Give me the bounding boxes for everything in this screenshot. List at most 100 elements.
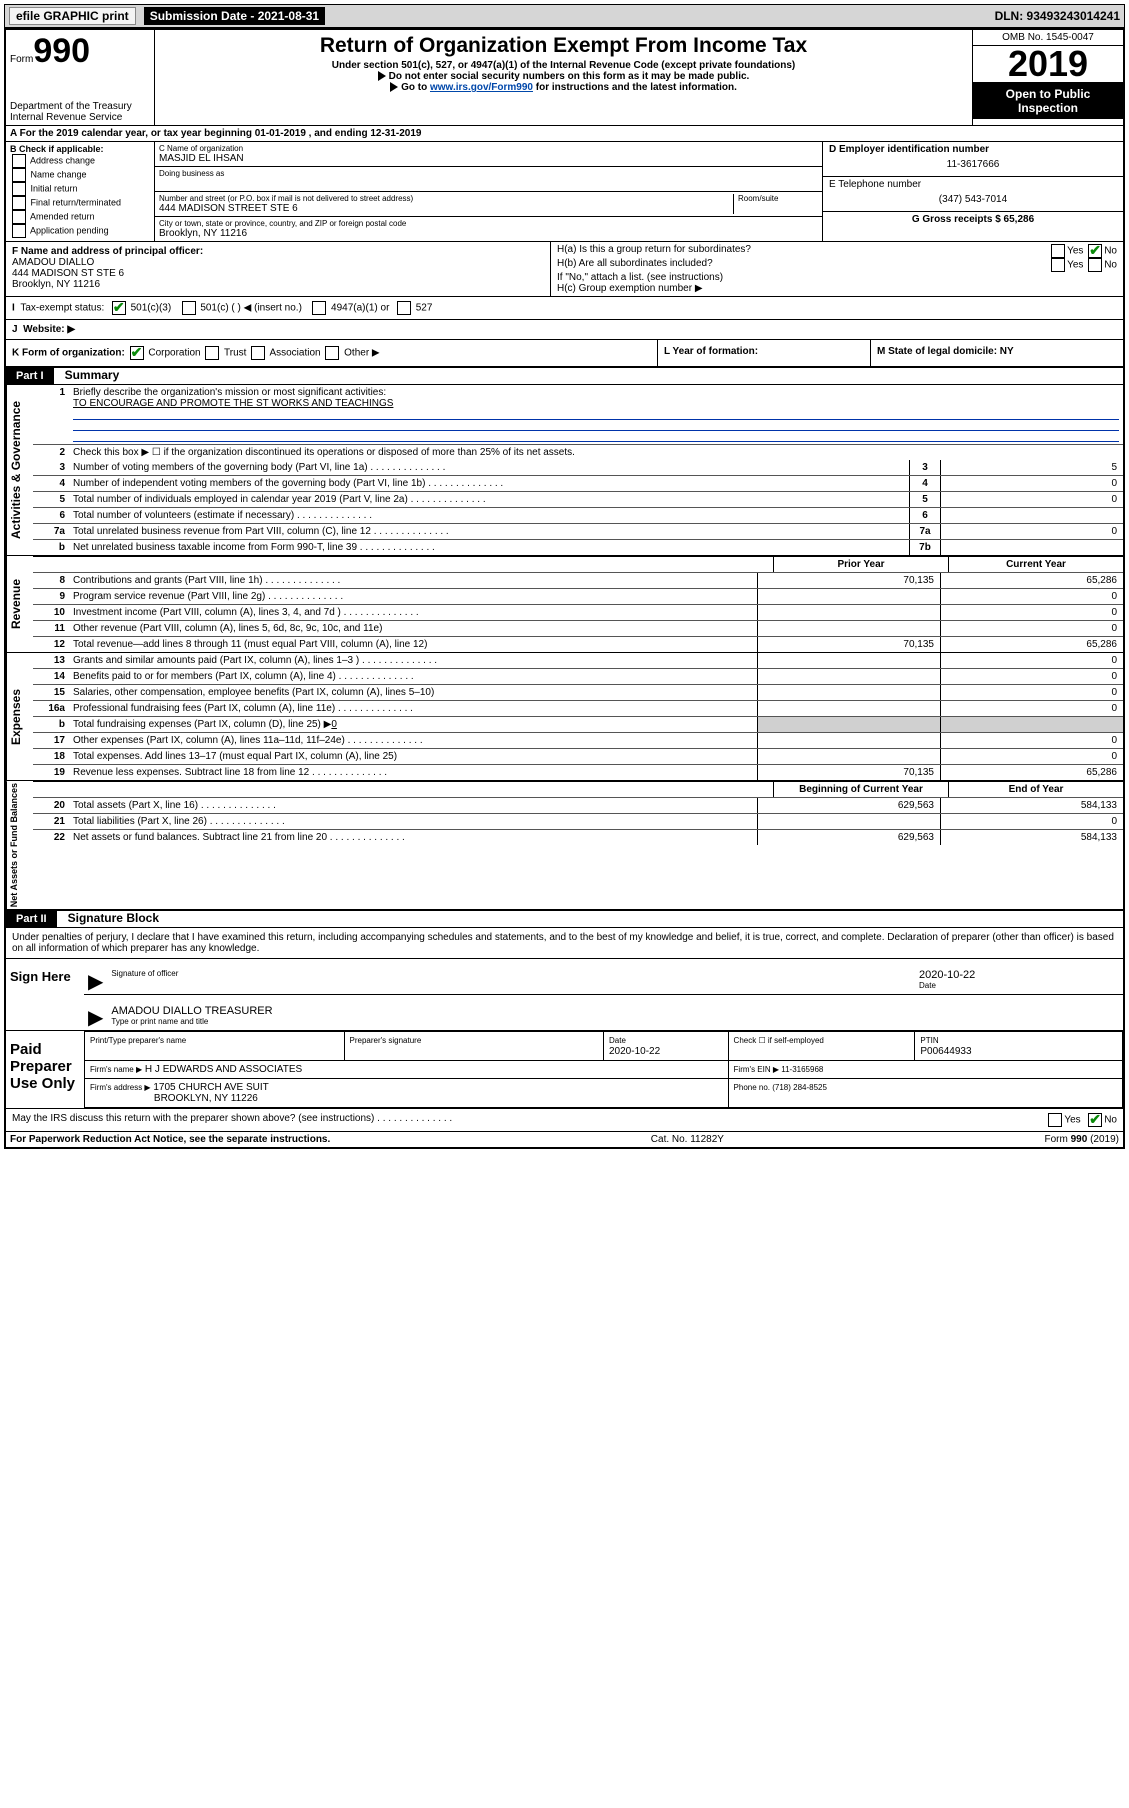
hb-label: H(b) Are all subordinates included? bbox=[557, 258, 713, 272]
preparer-table: Print/Type preparer's name Preparer's si… bbox=[84, 1031, 1123, 1108]
l22-end: 584,133 bbox=[940, 830, 1123, 845]
firm-name: H J EDWARDS AND ASSOCIATES bbox=[145, 1064, 302, 1075]
cat-no: Cat. No. 11282Y bbox=[651, 1134, 724, 1145]
l20-end: 584,133 bbox=[940, 798, 1123, 813]
chk-corp[interactable] bbox=[130, 346, 144, 360]
l20-text: Total assets (Part X, line 16) bbox=[69, 798, 757, 813]
d-label: D Employer identification number bbox=[829, 144, 1117, 155]
box-b: B Check if applicable: Address change Na… bbox=[6, 142, 155, 241]
efile-btn[interactable]: efile GRAPHIC print bbox=[9, 7, 136, 25]
j-label: Website: ▶ bbox=[23, 324, 75, 335]
chk-527[interactable] bbox=[397, 301, 411, 315]
l17-curr: 0 bbox=[940, 733, 1123, 748]
sig-officer-lbl: Signature of officer bbox=[111, 969, 919, 978]
l16b-text: Total fundraising expenses (Part IX, col… bbox=[69, 717, 757, 732]
discuss-text: May the IRS discuss this return with the… bbox=[12, 1113, 1046, 1127]
prep-date: 2020-10-22 bbox=[609, 1046, 660, 1057]
vlabel-netassets: Net Assets or Fund Balances bbox=[6, 781, 33, 909]
form-990-page: Form990 Department of the Treasury Inter… bbox=[4, 28, 1125, 1149]
i-row: I Tax-exempt status: 501(c)(3) 501(c) ( … bbox=[6, 297, 1123, 320]
l-label: L Year of formation: bbox=[664, 346, 758, 357]
l14-text: Benefits paid to or for members (Part IX… bbox=[69, 669, 757, 684]
self-emp-lbl: Check ☐ if self-employed bbox=[734, 1036, 824, 1045]
phone-value: (347) 543-7014 bbox=[829, 190, 1117, 209]
section-revenue: Revenue Prior YearCurrent Year 8Contribu… bbox=[6, 556, 1123, 653]
l13-prior bbox=[757, 653, 940, 668]
irs-link[interactable]: www.irs.gov/Form990 bbox=[430, 82, 533, 93]
chk-address[interactable]: Address change bbox=[10, 154, 150, 168]
ha-yes[interactable] bbox=[1051, 244, 1065, 258]
l15-prior bbox=[757, 685, 940, 700]
chk-name[interactable]: Name change bbox=[10, 168, 150, 182]
row-a-tax-year: A For the 2019 calendar year, or tax yea… bbox=[6, 126, 1123, 142]
l3-text: Number of voting members of the governin… bbox=[69, 460, 909, 475]
chk-amended[interactable]: Amended return bbox=[10, 210, 150, 224]
l8-curr: 65,286 bbox=[940, 573, 1123, 588]
prep-sig-lbl: Preparer's signature bbox=[350, 1036, 422, 1045]
tax-exempt-status: I Tax-exempt status: 501(c)(3) 501(c) ( … bbox=[6, 297, 1123, 319]
l1-mission: TO ENCOURAGE AND PROMOTE THE ST WORKS AN… bbox=[73, 398, 393, 409]
chk-4947[interactable] bbox=[312, 301, 326, 315]
l12-curr: 65,286 bbox=[940, 637, 1123, 652]
signature-line[interactable]: ▶ Signature of officer 2020-10-22Date bbox=[84, 959, 1123, 995]
city-cell: City or town, state or province, country… bbox=[155, 217, 823, 241]
chk-501c3[interactable] bbox=[112, 301, 126, 315]
m-state-domicile: M State of legal domicile: NY bbox=[871, 340, 1123, 366]
arrow-icon bbox=[390, 82, 398, 92]
l18-prior bbox=[757, 749, 940, 764]
ha-no[interactable] bbox=[1088, 244, 1102, 258]
dba-label: Doing business as bbox=[159, 169, 818, 178]
part1-badge: Part I bbox=[6, 368, 54, 384]
l8-prior: 70,135 bbox=[757, 573, 940, 588]
chk-final[interactable]: Final return/terminated bbox=[10, 196, 150, 210]
l16a-prior bbox=[757, 701, 940, 716]
vlabel-activities: Activities & Governance bbox=[6, 385, 33, 555]
vlabel-revenue: Revenue bbox=[6, 556, 33, 652]
website-row: J Website: ▶ bbox=[6, 320, 1123, 339]
l2-text: Check this box ▶ ☐ if the organization d… bbox=[69, 445, 1123, 460]
chk-501c[interactable] bbox=[182, 301, 196, 315]
firm-ein: Firm's EIN ▶ 11-3165968 bbox=[734, 1065, 824, 1074]
l13-curr: 0 bbox=[940, 653, 1123, 668]
activities-body: 1Briefly describe the organization's mis… bbox=[33, 385, 1123, 555]
l8-text: Contributions and grants (Part VIII, lin… bbox=[69, 573, 757, 588]
l9-curr: 0 bbox=[940, 589, 1123, 604]
l16a-text: Professional fundraising fees (Part IX, … bbox=[69, 701, 757, 716]
paid-preparer-block: Paid Preparer Use Only Print/Type prepar… bbox=[6, 1030, 1123, 1108]
ein-cell: D Employer identification number 11-3617… bbox=[823, 142, 1123, 177]
e-label: E Telephone number bbox=[829, 179, 1117, 190]
chk-trust[interactable] bbox=[205, 346, 219, 360]
l14-prior bbox=[757, 669, 940, 684]
l6-val bbox=[940, 508, 1123, 523]
form-num-big: 990 bbox=[33, 32, 90, 70]
gross-receipts: G Gross receipts $ 65,286 bbox=[823, 212, 1123, 227]
firm-addr-lbl: Firm's address ▶ bbox=[90, 1083, 151, 1092]
h-note: If "No," attach a list. (see instruction… bbox=[557, 272, 1117, 283]
ha-label: H(a) Is this a group return for subordin… bbox=[557, 244, 751, 258]
l16b-prior bbox=[757, 717, 940, 732]
l1-label: Briefly describe the organization's miss… bbox=[69, 385, 1123, 444]
l15-text: Salaries, other compensation, employee b… bbox=[69, 685, 757, 700]
hb-yes[interactable] bbox=[1051, 258, 1065, 272]
chk-pending[interactable]: Application pending bbox=[10, 224, 150, 238]
l9-text: Program service revenue (Part VIII, line… bbox=[69, 589, 757, 604]
row-a-text: For the 2019 calendar year, or tax year … bbox=[20, 128, 422, 139]
hb-no[interactable] bbox=[1088, 258, 1102, 272]
l21-end: 0 bbox=[940, 814, 1123, 829]
l16b-curr bbox=[940, 717, 1123, 732]
header-left: Form990 Department of the Treasury Inter… bbox=[6, 30, 155, 125]
fh-row: F Name and address of principal officer:… bbox=[6, 242, 1123, 297]
f-name: AMADOU DIALLO bbox=[12, 257, 544, 268]
section-expenses: Expenses 13Grants and similar amounts pa… bbox=[6, 653, 1123, 781]
sig-date-lbl: Date bbox=[919, 981, 1119, 990]
chk-initial[interactable]: Initial return bbox=[10, 182, 150, 196]
submission-date: Submission Date - 2021-08-31 bbox=[144, 7, 325, 25]
name-address-col: C Name of organization MASJID EL IHSAN D… bbox=[155, 142, 823, 241]
chk-other[interactable] bbox=[325, 346, 339, 360]
officer-name-title: AMADOU DIALLO TREASURER bbox=[111, 1005, 272, 1017]
chk-assoc[interactable] bbox=[251, 346, 265, 360]
discuss-no[interactable] bbox=[1088, 1113, 1102, 1127]
l16b-val: 0 bbox=[331, 719, 337, 730]
l10-text: Investment income (Part VIII, column (A)… bbox=[69, 605, 757, 620]
discuss-yes[interactable] bbox=[1048, 1113, 1062, 1127]
